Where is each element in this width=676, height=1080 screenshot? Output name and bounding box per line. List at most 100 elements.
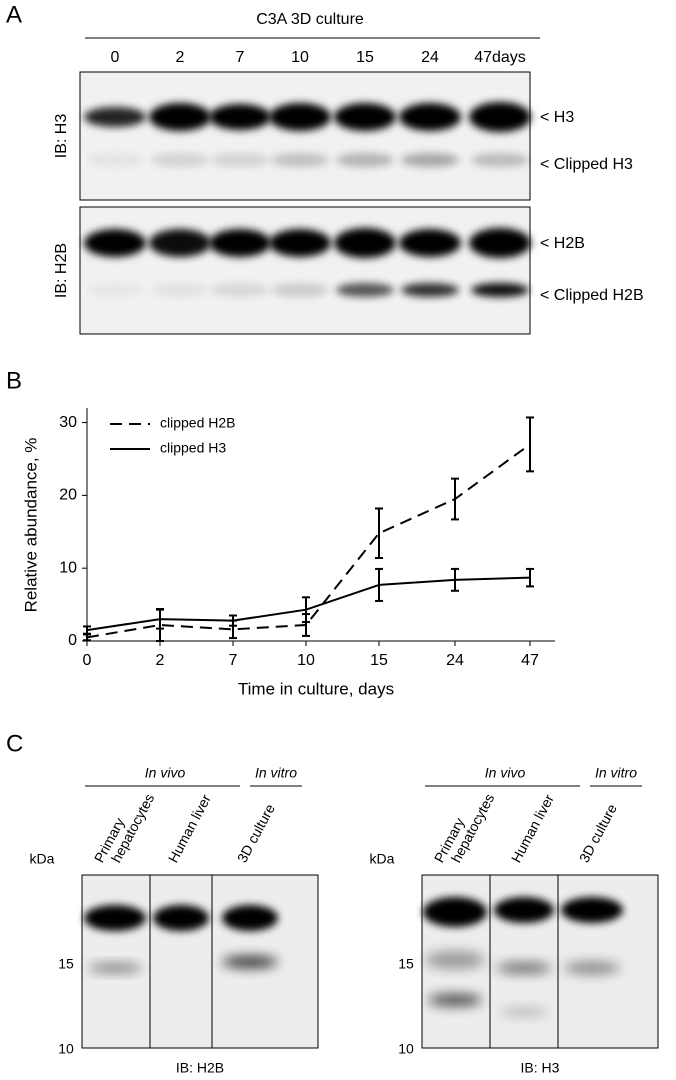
y-axis-label: Relative abundance, %	[21, 438, 40, 613]
blot-band	[561, 897, 623, 923]
blot-caption: IB: H3	[521, 1060, 560, 1076]
error-bar	[375, 567, 383, 602]
legend-label: clipped H3	[160, 440, 226, 456]
lane-label: 10	[291, 49, 309, 66]
blot-band	[401, 153, 459, 167]
blot-band	[494, 897, 554, 923]
unit-label: kDa	[370, 851, 395, 867]
blot-caption: IB: H2B	[176, 1060, 224, 1076]
x-tick-label: 7	[229, 652, 238, 669]
y-tick-label: 0	[68, 632, 77, 649]
group-label: In vitro	[595, 765, 637, 781]
blot-band	[496, 963, 552, 973]
error-bar	[526, 567, 534, 588]
lane-label: Human liver	[165, 791, 214, 865]
blot-band	[149, 103, 211, 131]
error-bar	[451, 477, 459, 521]
x-tick-label: 47	[521, 652, 539, 669]
blot-band	[222, 905, 278, 931]
lane-label: 15	[356, 49, 374, 66]
blot-band	[209, 104, 271, 130]
error-bar	[302, 596, 310, 624]
blot-band	[84, 905, 146, 931]
marker-label: 15	[58, 956, 74, 972]
blot-band	[271, 283, 329, 297]
marker-label: 15	[398, 956, 414, 972]
blot-band	[469, 228, 531, 258]
blot-band	[269, 103, 331, 131]
marker-label: 10	[398, 1041, 414, 1057]
blot-band	[87, 964, 143, 972]
blot-band	[151, 153, 209, 167]
lane-label: 3D culture	[234, 801, 278, 865]
blot-band	[427, 994, 483, 1006]
blot-band	[151, 283, 209, 297]
unit-label: kDa	[30, 851, 55, 867]
x-tick-label: 15	[370, 652, 388, 669]
blot-band	[399, 229, 461, 257]
error-bar	[526, 416, 534, 473]
error-bar	[451, 567, 459, 592]
blot-band	[222, 956, 278, 968]
y-tick-label: 30	[59, 414, 77, 431]
blot-label: IB: H3	[53, 114, 70, 159]
blot	[79, 71, 531, 201]
blot	[79, 206, 531, 335]
blot-band	[211, 283, 269, 297]
blot-band	[336, 283, 394, 297]
blot-band	[86, 283, 144, 297]
y-tick-label: 20	[59, 487, 77, 504]
blot-band	[399, 103, 461, 131]
x-tick-label: 10	[297, 652, 315, 669]
panel-letter: A	[6, 1, 22, 28]
blot-band	[86, 153, 144, 167]
lane-label: 0	[111, 49, 120, 66]
blot-band	[209, 229, 271, 257]
band-label: < H2B	[540, 235, 585, 252]
lane-label: 47days	[474, 49, 526, 66]
blot	[81, 874, 319, 1049]
blot-band	[334, 103, 396, 131]
x-tick-label: 0	[83, 652, 92, 669]
blot-band	[149, 229, 211, 257]
group-label: In vivo	[145, 765, 186, 781]
blot-band	[499, 1008, 549, 1016]
blot-band	[269, 229, 331, 257]
blot-band	[153, 905, 209, 931]
blot-band	[471, 153, 529, 167]
x-axis-label: Time in culture, days	[238, 679, 394, 698]
y-tick-label: 10	[59, 559, 77, 576]
x-tick-label: 2	[156, 652, 165, 669]
blot-band	[423, 897, 487, 927]
blot-band	[334, 228, 396, 258]
lane-label: 3D culture	[576, 801, 620, 865]
group-label: In vitro	[255, 765, 297, 781]
legend-label: clipped H2B	[160, 415, 236, 431]
blot-band	[401, 283, 459, 297]
band-label: < Clipped H3	[540, 156, 633, 173]
lane-label: 24	[421, 49, 439, 66]
panel-letter: B	[6, 367, 22, 394]
blot-label: IB: H2B	[53, 243, 70, 298]
band-label: < Clipped H2B	[540, 287, 644, 304]
lane-label: 7	[236, 49, 245, 66]
blot-band	[471, 283, 529, 297]
error-bar	[229, 614, 237, 627]
blot-band	[271, 153, 329, 167]
error-bar	[156, 608, 164, 630]
error-bar	[375, 507, 383, 559]
blot-band	[211, 153, 269, 167]
lane-label: 2	[176, 49, 185, 66]
blot-band	[84, 229, 146, 257]
group-label: In vivo	[485, 765, 526, 781]
x-tick-label: 24	[446, 652, 464, 669]
band-label: < H3	[540, 109, 574, 126]
error-bar	[83, 625, 91, 635]
lane-label: Human liver	[508, 791, 557, 865]
blot-band	[336, 153, 394, 167]
blot-band	[84, 107, 146, 127]
blot-band	[425, 951, 485, 969]
blot-band	[469, 102, 531, 132]
panel-letter: C	[6, 730, 23, 757]
